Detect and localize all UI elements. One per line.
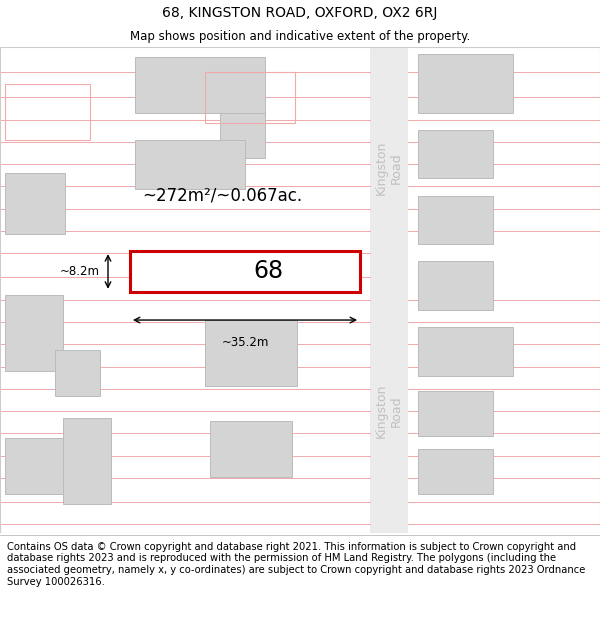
Bar <box>5 438 63 494</box>
Bar <box>130 251 360 292</box>
Bar <box>135 57 265 112</box>
Bar <box>210 421 292 477</box>
Bar <box>418 327 513 376</box>
Text: 68: 68 <box>253 259 283 284</box>
Bar <box>220 112 265 158</box>
Text: Kingston
Road: Kingston Road <box>375 141 403 196</box>
Bar <box>63 418 111 504</box>
Bar <box>370 47 408 532</box>
Bar <box>5 173 65 234</box>
Bar <box>418 391 493 436</box>
Text: Contains OS data © Crown copyright and database right 2021. This information is : Contains OS data © Crown copyright and d… <box>7 542 586 586</box>
Bar <box>418 196 493 244</box>
Bar <box>418 449 493 494</box>
Bar <box>205 320 297 386</box>
Bar <box>5 295 63 371</box>
Text: ~272m²/~0.067ac.: ~272m²/~0.067ac. <box>142 187 302 204</box>
Text: Map shows position and indicative extent of the property.: Map shows position and indicative extent… <box>130 30 470 43</box>
Bar <box>418 54 513 112</box>
Bar <box>205 72 295 122</box>
Bar <box>135 140 245 189</box>
Bar <box>5 84 90 140</box>
Text: ~8.2m: ~8.2m <box>60 265 100 278</box>
Text: 68, KINGSTON ROAD, OXFORD, OX2 6RJ: 68, KINGSTON ROAD, OXFORD, OX2 6RJ <box>163 6 437 20</box>
Bar <box>55 351 100 396</box>
Bar <box>418 261 493 310</box>
Bar <box>418 130 493 178</box>
Text: ~35.2m: ~35.2m <box>221 336 269 349</box>
Text: Kingston
Road: Kingston Road <box>375 384 403 438</box>
